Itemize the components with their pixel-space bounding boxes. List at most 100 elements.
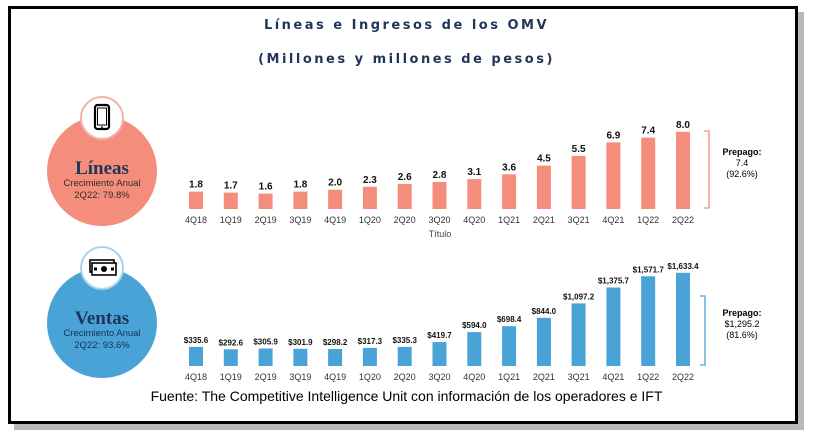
lineas-bar-4Q19 [328, 189, 343, 209]
lineas-tick-label-3Q20: 3Q20 [428, 215, 450, 225]
ventas-bar-chart: $335.6 4Q18 $292.6 1Q19 $305.9 2Q19 $301.9 3Q19… [184, 262, 699, 382]
ventas-data-label-1Q19: $292.6 [219, 338, 244, 347]
ventas-prepago-value: $1,295.2 [724, 319, 759, 329]
lineas-prepago-bracket [704, 130, 710, 209]
ventas-tick-label-1Q19: 1Q19 [220, 372, 242, 382]
lineas-prepago-pct: (92.6%) [726, 169, 758, 179]
lineas-tick-label-1Q21: 1Q21 [498, 215, 520, 225]
lineas-tick-label-1Q22: 1Q22 [637, 215, 659, 225]
ventas-data-label-4Q21: $1,375.7 [598, 277, 630, 286]
lineas-bar-3Q20 [432, 182, 447, 209]
lineas-tick-label-4Q19: 4Q19 [324, 215, 346, 225]
ventas-data-label-4Q18: $335.6 [184, 336, 209, 345]
ventas-bar-2Q21 [536, 317, 551, 366]
phone-icon [80, 96, 124, 140]
lineas-bar-4Q21 [606, 142, 621, 209]
lineas-bar-chart: 1.8 4Q18 1.7 1Q19 1.6 2Q19 1.8 3Q19 2.0 4Q19 2.3 1Q… [185, 120, 694, 225]
ventas-data-label-4Q19: $298.2 [323, 338, 348, 347]
ventas-data-label-2Q21: $844.0 [532, 307, 557, 316]
ventas-bar-1Q21 [502, 326, 517, 366]
lineas-tick-label-2Q21: 2Q21 [533, 215, 555, 225]
lineas-bar-2Q21 [536, 165, 551, 209]
ventas-data-label-4Q20: $594.0 [462, 321, 487, 330]
lineas-data-label-1Q20: 2.3 [363, 175, 377, 186]
lineas-data-label-1Q21: 3.6 [502, 162, 516, 173]
ventas-bar-4Q18 [189, 346, 203, 366]
ventas-data-label-1Q20: $317.3 [358, 337, 383, 346]
ventas-prepago-label: Prepago: [722, 308, 761, 318]
ventas-bar-2Q20 [397, 346, 412, 366]
lineas-tick-label-4Q20: 4Q20 [463, 215, 485, 225]
chart-subtitle: (Millones y millones de pesos) [258, 52, 555, 67]
lineas-tick-label-1Q20: 1Q20 [359, 215, 381, 225]
ventas-circle: Ventas Crecimiento Anual 2Q22: 93.6% [47, 268, 157, 378]
ventas-data-label-1Q22: $1,571.7 [633, 265, 665, 274]
ventas-tick-label-1Q21: 1Q21 [498, 372, 520, 382]
lineas-data-label-3Q21: 5.5 [572, 144, 586, 155]
ventas-bar-3Q19 [293, 348, 308, 366]
ventas-bar-1Q19 [223, 349, 238, 366]
lineas-bar-2Q19 [258, 193, 273, 209]
ventas-data-label-3Q19: $301.9 [288, 338, 313, 347]
ventas-tick-label-3Q20: 3Q20 [428, 372, 450, 382]
ventas-data-label-3Q20: $419.7 [427, 331, 452, 340]
lineas-bar-4Q18 [189, 191, 203, 209]
ventas-tick-label-4Q21: 4Q21 [602, 372, 624, 382]
lineas-name: Líneas [75, 158, 129, 179]
ventas-growth-label: Crecimiento Anual [63, 328, 141, 339]
lineas-data-label-3Q20: 2.8 [433, 170, 447, 181]
lineas-tick-label-3Q19: 3Q19 [289, 215, 311, 225]
source-footnote: Fuente: The Competitive Intelligence Uni… [150, 388, 663, 404]
ventas-tick-label-2Q19: 2Q19 [255, 372, 277, 382]
money-icon [80, 246, 124, 290]
lineas-data-label-4Q21: 6.9 [606, 130, 620, 141]
lineas-data-label-4Q20: 3.1 [467, 167, 481, 178]
ventas-bar-1Q22 [641, 276, 656, 366]
lineas-prepago-value: 7.4 [736, 158, 749, 168]
lineas-data-label-1Q19: 1.7 [224, 181, 238, 192]
ventas-tick-label-4Q20: 4Q20 [463, 372, 485, 382]
lineas-bar-1Q22 [641, 137, 656, 209]
ventas-name: Ventas [74, 308, 130, 329]
ventas-tick-label-3Q21: 3Q21 [568, 372, 590, 382]
lineas-data-label-2Q19: 1.6 [259, 182, 273, 193]
lineas-data-label-4Q19: 2.0 [328, 178, 342, 189]
lineas-growth-label: Crecimiento Anual [63, 178, 141, 189]
lineas-bar-1Q19 [223, 192, 238, 209]
lineas-data-label-2Q22: 8.0 [676, 120, 690, 131]
ventas-tick-label-4Q18: 4Q18 [185, 372, 207, 382]
ventas-bar-2Q22 [676, 272, 690, 366]
lineas-tick-label-2Q20: 2Q20 [394, 215, 416, 225]
ventas-data-label-1Q21: $698.4 [497, 315, 522, 324]
lineas-bar-4Q20 [467, 179, 482, 209]
lineas-tick-label-4Q21: 4Q21 [602, 215, 624, 225]
ventas-prepago-pct: (81.6%) [726, 330, 758, 340]
ventas-tick-label-3Q19: 3Q19 [289, 372, 311, 382]
lineas-bar-3Q19 [293, 191, 308, 209]
ventas-tick-label-1Q22: 1Q22 [637, 372, 659, 382]
ventas-bar-3Q20 [432, 342, 447, 366]
lineas-data-label-1Q22: 7.4 [641, 126, 655, 137]
lineas-data-label-2Q21: 4.5 [537, 154, 551, 165]
ventas-data-label-2Q22: $1,633.4 [667, 262, 699, 271]
ventas-bar-4Q20 [467, 332, 482, 366]
lineas-bar-3Q21 [571, 155, 586, 209]
lineas-data-label-4Q18: 1.8 [189, 180, 203, 191]
ventas-bar-2Q19 [258, 348, 273, 366]
lineas-tick-label-1Q19: 1Q19 [220, 215, 242, 225]
ventas-data-label-3Q21: $1,097.2 [563, 292, 595, 301]
lineas-prepago-label: Prepago: [722, 147, 761, 157]
ventas-data-label-2Q20: $335.3 [392, 336, 417, 345]
ventas-bar-4Q21 [606, 287, 621, 366]
ventas-tick-label-2Q21: 2Q21 [533, 372, 555, 382]
ventas-tick-label-2Q22: 2Q22 [672, 372, 694, 382]
ventas-prepago-bracket [700, 295, 706, 366]
lineas-tick-label-3Q21: 3Q21 [568, 215, 590, 225]
lineas-growth-value: 2Q22: 79.8% [74, 190, 130, 201]
ventas-bar-4Q19 [328, 349, 343, 366]
chart-title: Líneas e Ingresos de los OMV [263, 18, 550, 33]
lineas-x-axis-label: Título [429, 229, 452, 239]
ventas-data-label-2Q19: $305.9 [253, 338, 278, 347]
lineas-tick-label-2Q22: 2Q22 [672, 215, 694, 225]
